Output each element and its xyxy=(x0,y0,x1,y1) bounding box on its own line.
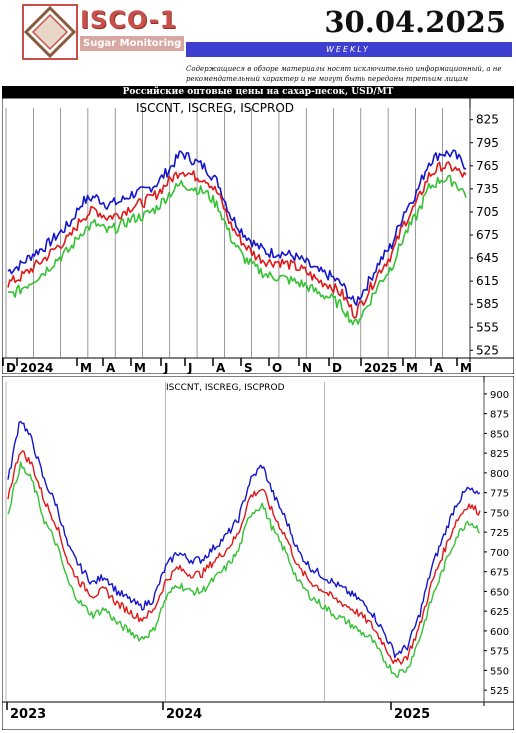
y-tick-label: 800 xyxy=(490,469,509,480)
chart-frame xyxy=(2,98,514,374)
x-tick-label: D xyxy=(332,361,342,374)
y-tick-label: 725 xyxy=(490,528,509,539)
series-line-iscprod xyxy=(7,174,467,326)
y-tick-label: 525 xyxy=(490,686,509,697)
chart-section-title: Российские оптовые цены на сахар-песок, … xyxy=(2,86,514,98)
chart-title: ISCCNT, ISCREG, ISCPROD xyxy=(166,383,285,393)
y-tick-label: 825 xyxy=(490,449,509,460)
y-tick-label: 700 xyxy=(490,548,509,559)
series-line-iscprod xyxy=(7,461,481,678)
logo xyxy=(22,4,78,60)
y-tick-label: 765 xyxy=(476,159,499,173)
y-tick-label: 675 xyxy=(476,228,499,242)
disclaimer-text: Содержащиеся в обзоре материалы носят ис… xyxy=(186,65,502,83)
x-tick-label: 2025 xyxy=(394,707,430,722)
x-tick-label: M xyxy=(80,361,92,374)
x-tick-label: N xyxy=(302,361,312,374)
price-chart-history: 525 550 575 600 625 650 675 700 725 750 775 800 825 8… xyxy=(2,376,514,730)
x-tick-label: J xyxy=(187,361,192,374)
x-tick-label: M xyxy=(134,361,146,374)
series-line-isccnt xyxy=(7,420,481,659)
weekly-label: WEEKLY xyxy=(186,42,512,57)
y-tick-label: 600 xyxy=(490,627,509,638)
y-tick-label: 555 xyxy=(476,320,499,334)
y-tick-label: 875 xyxy=(490,410,509,421)
x-tick-label: O xyxy=(272,361,282,374)
y-tick-label: 775 xyxy=(490,489,509,500)
brand-subtitle: Sugar Monitoring xyxy=(80,36,184,51)
x-tick-label: S xyxy=(244,361,253,374)
price-chart-recent: 525 555 585 615 645 675 705 735 765 795 825 ISCCNT,… xyxy=(2,98,514,374)
x-tick-label: D xyxy=(6,361,16,374)
x-tick-label: 2024 xyxy=(166,707,202,722)
x-tick-label: A xyxy=(434,361,444,374)
chart-title: ISCCNT, ISCREG, ISCPROD xyxy=(136,101,294,115)
chart-frame xyxy=(2,376,514,730)
logo-diamond-icon xyxy=(22,4,78,60)
y-tick-label: 585 xyxy=(476,297,499,311)
y-tick-label: 625 xyxy=(490,607,509,618)
x-tick-label: M xyxy=(406,361,418,374)
y-tick-label: 650 xyxy=(490,587,509,598)
y-tick-label: 900 xyxy=(490,390,509,401)
y-tick-label: 705 xyxy=(476,205,499,219)
y-tick-label: 550 xyxy=(490,666,509,677)
x-tick-label: M xyxy=(460,361,472,374)
y-tick-label: 645 xyxy=(476,251,499,265)
series-line-iscreg xyxy=(7,450,481,665)
y-tick-label: 525 xyxy=(476,343,499,357)
x-tick-label: J xyxy=(163,361,168,374)
y-tick-label: 575 xyxy=(490,647,509,658)
series-line-iscreg xyxy=(7,161,467,319)
y-tick-label: 795 xyxy=(476,136,499,150)
report-date: 30.04.2025 xyxy=(324,5,506,39)
y-tick-label: 735 xyxy=(476,182,499,196)
y-tick-label: 615 xyxy=(476,274,499,288)
y-tick-label: 825 xyxy=(476,113,499,127)
x-tick-label: 2024 xyxy=(20,361,53,374)
y-tick-label: 850 xyxy=(490,429,509,440)
x-tick-label: A xyxy=(106,361,116,374)
series-line-isccnt xyxy=(7,149,467,306)
y-tick-label: 750 xyxy=(490,508,509,519)
x-tick-label: A xyxy=(216,361,226,374)
brand-name: ISCO-1 xyxy=(80,6,178,34)
y-tick-label: 675 xyxy=(490,568,509,579)
x-tick-label: 2025 xyxy=(364,361,397,374)
x-tick-label: 2023 xyxy=(10,707,46,722)
